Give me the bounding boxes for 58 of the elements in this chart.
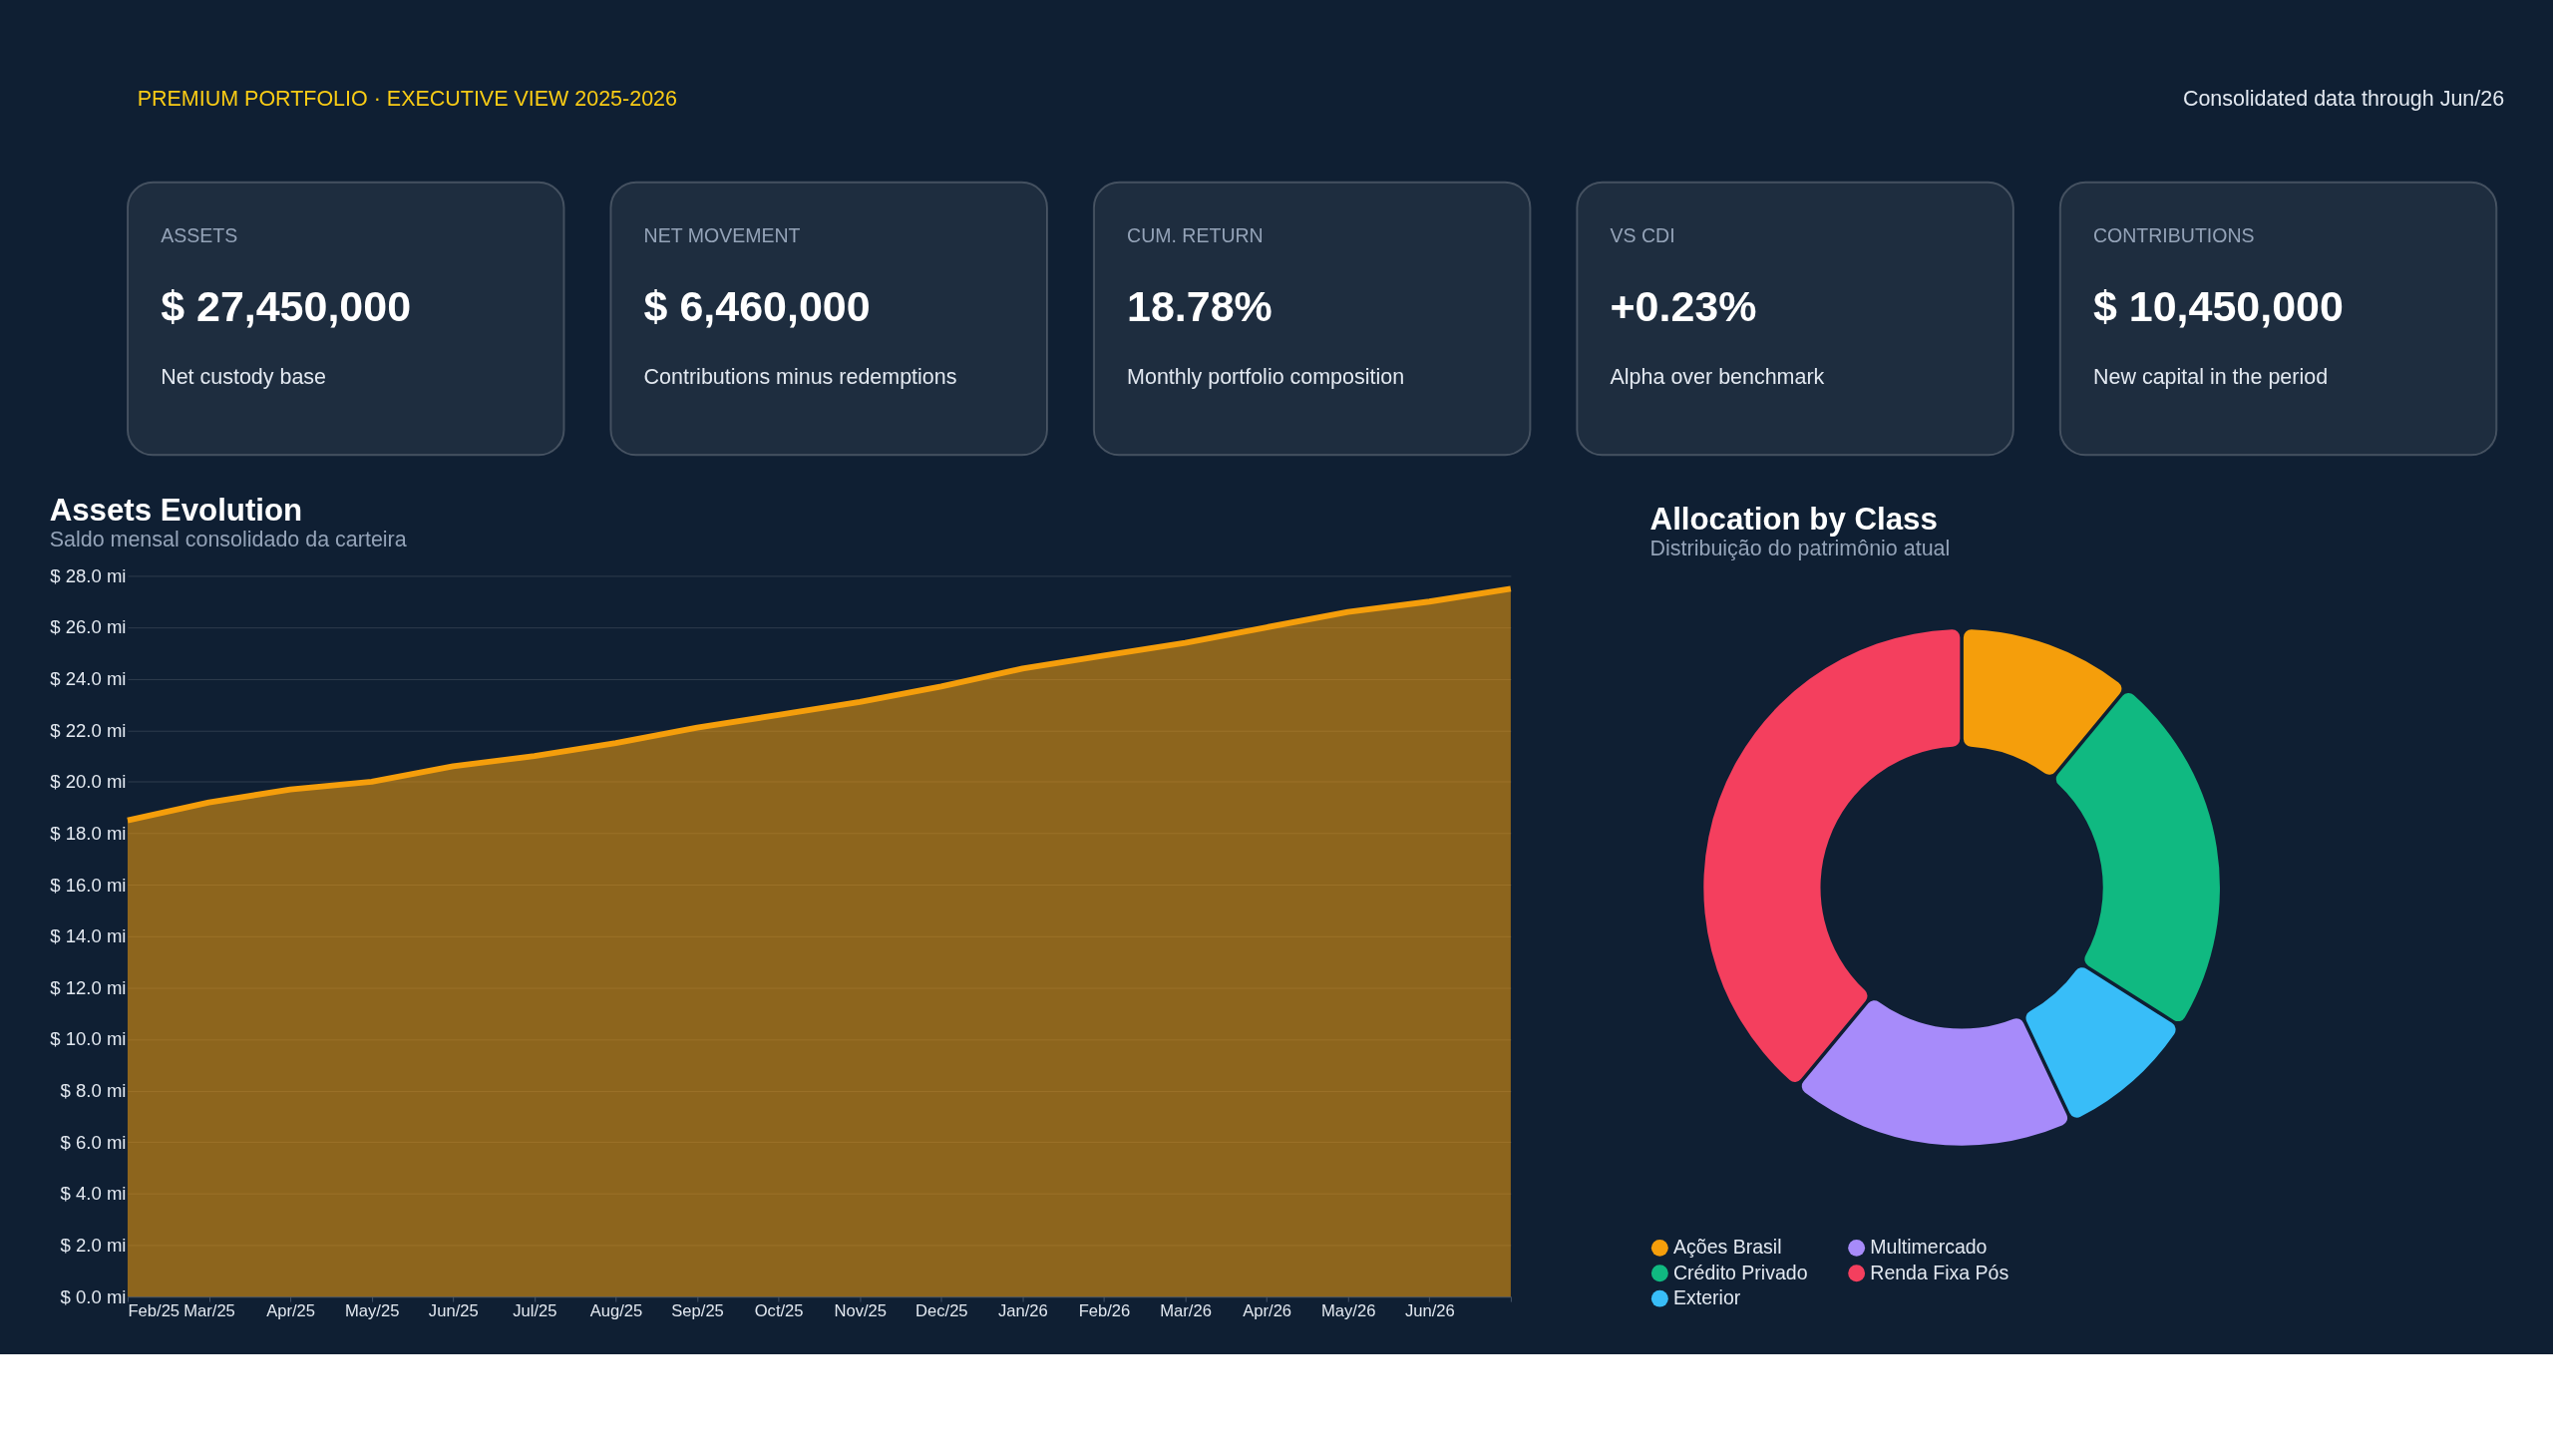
x-tick-label: May/26 (1321, 1301, 1376, 1321)
legend-label: Multimercado (1870, 1236, 1988, 1259)
y-tick-label: $ 6.0 mi (60, 1131, 127, 1153)
x-tick-label: Sep/25 (671, 1301, 724, 1321)
x-tick-label: Aug/25 (589, 1301, 643, 1321)
legend-label: Ações Brasil (1673, 1236, 1782, 1259)
legend-label: Exterior (1673, 1286, 1741, 1309)
y-tick-label: $ 18.0 mi (50, 822, 127, 844)
x-tick-label: Dec/25 (915, 1301, 968, 1321)
text: NET MOVEMENT (643, 224, 801, 247)
text: CUM. RETURN (1127, 224, 1264, 247)
legend-label: Crédito Privado (1673, 1261, 1808, 1283)
text: Monthly portfolio composition (1127, 365, 1405, 390)
text: ASSETS (161, 224, 238, 247)
text: New capital in the period (2092, 365, 2329, 390)
x-tick-label: May/25 (344, 1301, 400, 1321)
y-tick-label: $ 0.0 mi (60, 1285, 127, 1307)
y-tick-label: $ 24.0 mi (50, 668, 127, 690)
y-tick-label: $ 12.0 mi (50, 976, 127, 998)
text: Contributions minus redemptions (643, 365, 957, 390)
x-tick-label: Jun/26 (1404, 1301, 1455, 1321)
x-tick-label: Apr/25 (266, 1301, 316, 1321)
y-tick-label: $ 28.0 mi (50, 564, 127, 586)
text: Net custody base (161, 365, 327, 390)
text: $ 10,450,000 (2092, 282, 2344, 331)
x-tick-label: Feb/26 (1078, 1301, 1131, 1321)
y-tick-label: $ 20.0 mi (50, 771, 127, 793)
y-tick-label: $ 14.0 mi (50, 925, 127, 947)
x-tick-label: Oct/25 (754, 1301, 804, 1321)
chart-subtitle: Saldo mensal consolidado da carteira (49, 528, 407, 552)
text: Consolidated data through Jun/26 (2182, 86, 2505, 111)
x-tick-label: Apr/26 (1243, 1301, 1292, 1321)
text: PREMIUM PORTFOLIO · EXECUTIVE VIEW 2025-2026 (137, 86, 677, 111)
chart-title: Allocation by Class (1649, 501, 1938, 537)
x-tick-label: Feb/25 (128, 1301, 181, 1321)
x-tick-label: Mar/26 (1160, 1301, 1212, 1321)
x-tick-label: Mar/25 (183, 1301, 235, 1321)
text: Alpha over benchmark (1610, 365, 1825, 390)
text: VS CDI (1610, 224, 1675, 247)
text: +0.23% (1610, 282, 1757, 331)
text: $ 27,450,000 (161, 282, 412, 331)
x-tick-label: Nov/25 (834, 1301, 887, 1321)
y-tick-label: $ 2.0 mi (60, 1234, 127, 1256)
x-tick-label: Jun/25 (428, 1301, 479, 1321)
x-tick-label: Jul/25 (513, 1301, 557, 1321)
text: CONTRIBUTIONS (2092, 224, 2255, 247)
y-tick-label: $ 26.0 mi (50, 616, 127, 638)
x-tick-label: Jan/26 (997, 1301, 1048, 1321)
text: 18.78% (1127, 282, 1273, 331)
y-tick-label: $ 8.0 mi (60, 1080, 127, 1102)
text: $ 6,460,000 (643, 282, 871, 331)
legend-label: Renda Fixa Pós (1870, 1261, 2009, 1283)
y-tick-label: $ 4.0 mi (60, 1183, 127, 1205)
y-tick-label: $ 22.0 mi (50, 719, 127, 741)
y-tick-label: $ 10.0 mi (50, 1028, 127, 1050)
y-tick-label: $ 16.0 mi (50, 874, 127, 896)
chart-subtitle: Distribuição do patrimônio atual (1649, 536, 1951, 560)
chart-title: Assets Evolution (49, 492, 303, 528)
